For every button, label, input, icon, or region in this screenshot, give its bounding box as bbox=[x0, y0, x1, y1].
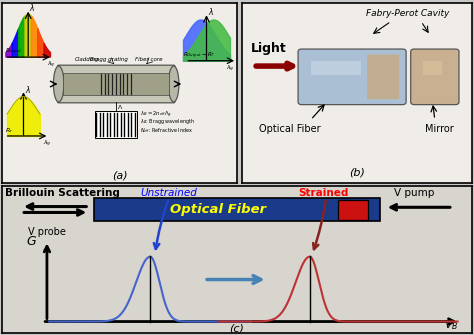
Polygon shape bbox=[18, 16, 25, 57]
Text: $R_r$: $R_r$ bbox=[5, 126, 13, 135]
Text: Optical Fiber: Optical Fiber bbox=[170, 203, 266, 216]
Text: $\lambda$: $\lambda$ bbox=[208, 6, 214, 17]
Text: $\lambda_g$: $\lambda_g$ bbox=[43, 139, 51, 149]
Text: Unstrained: Unstrained bbox=[140, 188, 197, 198]
Text: $\lambda_B$: Bragg wavelength: $\lambda_B$: Bragg wavelength bbox=[140, 117, 194, 126]
FancyBboxPatch shape bbox=[410, 49, 459, 105]
Polygon shape bbox=[44, 44, 50, 57]
Text: $\lambda_g$: $\lambda_g$ bbox=[226, 63, 235, 74]
Text: $\Lambda$: $\Lambda$ bbox=[118, 103, 124, 111]
Bar bbox=[311, 61, 361, 75]
Text: Strained: Strained bbox=[299, 188, 349, 198]
Polygon shape bbox=[12, 29, 18, 57]
Polygon shape bbox=[31, 16, 38, 57]
Text: (b): (b) bbox=[349, 168, 365, 178]
Text: $N_{eff}$: Refractive Index: $N_{eff}$: Refractive Index bbox=[140, 126, 193, 135]
Text: V probe: V probe bbox=[28, 227, 66, 237]
Text: $R_{Output}-R_T$: $R_{Output}-R_T$ bbox=[183, 51, 216, 61]
Text: Fabry-Perot Cavity: Fabry-Perot Cavity bbox=[365, 9, 449, 18]
Text: (a): (a) bbox=[112, 171, 128, 181]
Text: Fiber core: Fiber core bbox=[135, 57, 163, 62]
Polygon shape bbox=[25, 14, 31, 57]
Bar bbox=[423, 61, 442, 75]
FancyBboxPatch shape bbox=[57, 65, 175, 103]
Ellipse shape bbox=[54, 66, 64, 102]
Bar bbox=[64, 73, 169, 95]
Text: G: G bbox=[27, 235, 36, 248]
Text: $\lambda$: $\lambda$ bbox=[29, 2, 36, 13]
Text: $\lambda$: $\lambda$ bbox=[25, 84, 31, 95]
Text: Light: Light bbox=[251, 42, 287, 55]
Ellipse shape bbox=[168, 66, 179, 102]
Text: $\lambda_g$: $\lambda_g$ bbox=[47, 60, 56, 70]
Text: Optical Fiber: Optical Fiber bbox=[259, 124, 321, 134]
Text: $V_B$: $V_B$ bbox=[444, 318, 458, 332]
Bar bbox=[94, 198, 380, 221]
Text: V pump: V pump bbox=[394, 188, 435, 198]
Text: Cladding: Cladding bbox=[75, 57, 100, 62]
Text: $\lambda_B = 2n_{eff}\Lambda_g$: $\lambda_B = 2n_{eff}\Lambda_g$ bbox=[140, 110, 172, 120]
Text: Brillouin Scattering: Brillouin Scattering bbox=[5, 188, 119, 198]
Text: $R_{input}$: $R_{input}$ bbox=[5, 47, 22, 57]
Text: Bragg grating: Bragg grating bbox=[90, 57, 128, 62]
FancyBboxPatch shape bbox=[298, 49, 406, 105]
Polygon shape bbox=[6, 44, 12, 57]
Polygon shape bbox=[38, 29, 44, 57]
Text: (c): (c) bbox=[229, 324, 245, 334]
Bar bbox=[95, 111, 137, 138]
Text: Mirror: Mirror bbox=[425, 124, 454, 134]
Bar bbox=[338, 200, 368, 220]
FancyBboxPatch shape bbox=[367, 54, 399, 99]
